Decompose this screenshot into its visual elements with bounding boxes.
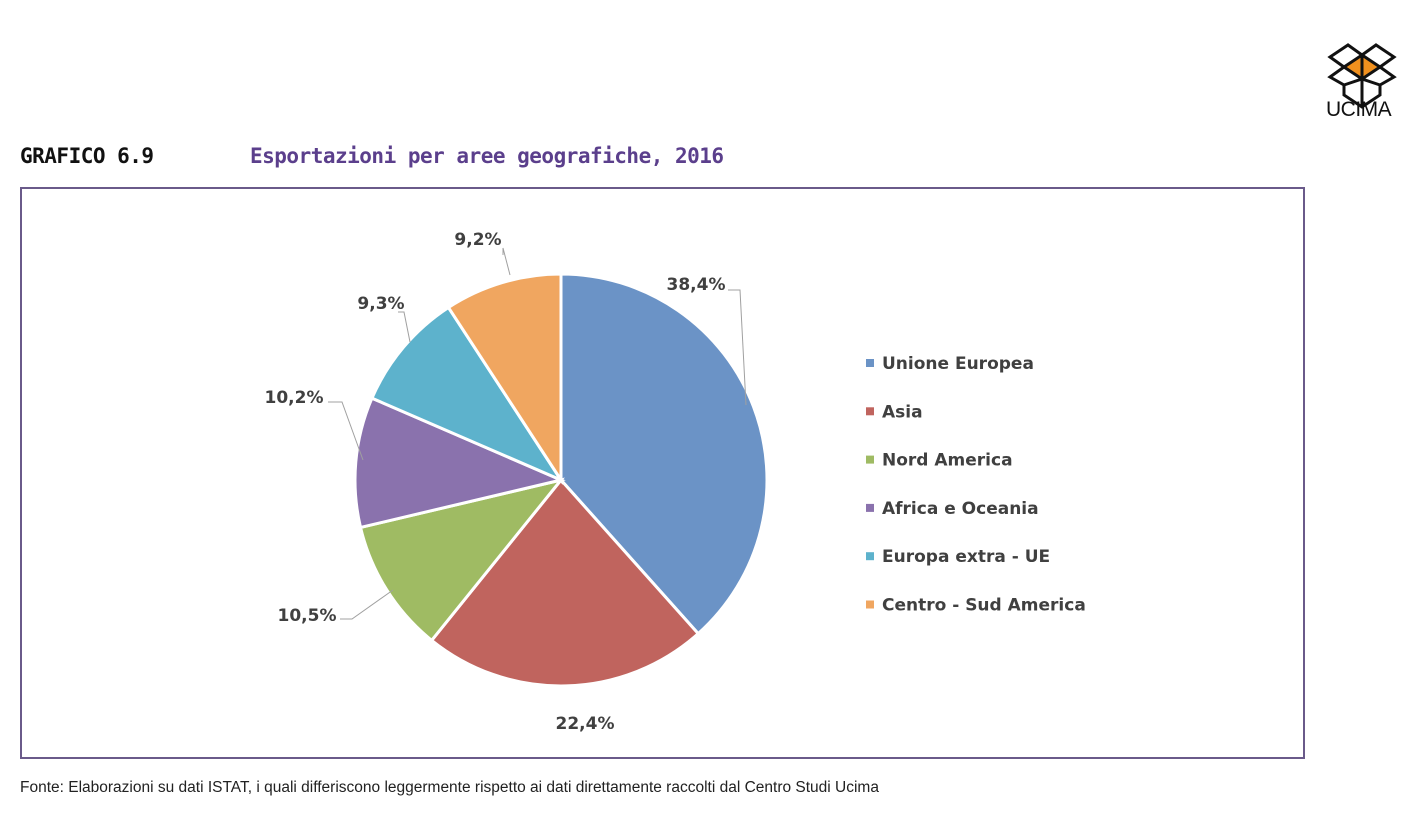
chart-frame <box>20 187 1305 759</box>
pie-slice-0 <box>559 272 769 636</box>
ucima-logo-icon <box>1327 43 1397 109</box>
pie-slice-2 <box>358 477 565 643</box>
pie-slice-5 <box>446 272 563 486</box>
data-label-3: 10,2% <box>265 388 324 408</box>
legend-swatch-3 <box>866 503 874 512</box>
data-label-5: 9,2% <box>454 230 501 250</box>
data-label-2: 10,5% <box>278 606 337 626</box>
leader-line-5 <box>502 247 511 276</box>
leader-line-2 <box>340 589 394 620</box>
pie-slice-4 <box>369 305 565 484</box>
data-label-0: 38,4% <box>667 275 726 295</box>
leader-line-0 <box>728 289 747 406</box>
logo-text: UCIMA <box>1326 98 1392 121</box>
legend-label-5: Centro - Sud America <box>882 596 1086 616</box>
legend-swatch-4 <box>866 552 874 561</box>
data-label-1: 22,4% <box>556 714 615 734</box>
data-label-4: 9,3% <box>357 294 404 314</box>
pie-slice-3 <box>353 396 566 530</box>
graph-number: GRAFICO 6.9 <box>20 144 154 168</box>
legend-label-4: Europa extra - UE <box>882 547 1050 567</box>
graph-title: Esportazioni per aree geografiche, 2016 <box>250 144 724 168</box>
legend-swatch-5 <box>866 600 874 609</box>
legend-label-0: Unione Europea <box>882 354 1034 374</box>
legend-label-1: Asia <box>882 402 923 422</box>
legend-swatch-0 <box>866 359 874 367</box>
legend-label-2: Nord America <box>882 451 1013 471</box>
pie-slice-1 <box>429 477 701 688</box>
legend-swatch-2 <box>866 455 874 464</box>
legend-swatch-1 <box>866 407 874 416</box>
source-note: Fonte: Elaborazioni su dati ISTAT, i qua… <box>20 779 879 796</box>
legend-label-3: Africa e Oceania <box>882 499 1039 519</box>
leader-line-4 <box>398 311 411 343</box>
leader-line-3 <box>328 401 364 461</box>
